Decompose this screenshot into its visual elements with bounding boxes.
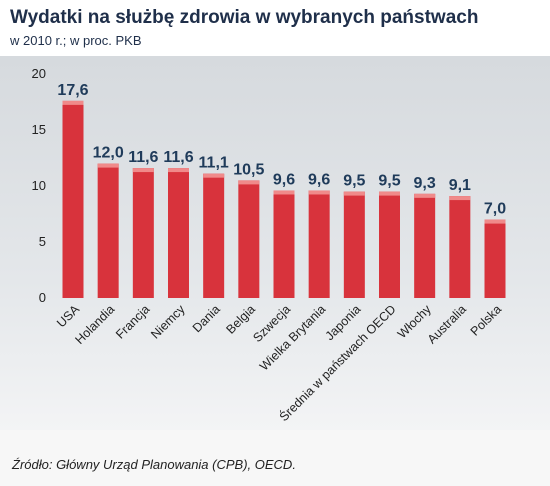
bar-value-label: 9,6 xyxy=(308,171,330,188)
bar xyxy=(203,173,225,298)
bar xyxy=(484,219,506,298)
bar xyxy=(414,193,436,298)
bar-value-label: 11,6 xyxy=(128,149,158,166)
bar-value-label: 11,6 xyxy=(163,149,193,166)
bar xyxy=(379,191,400,298)
bar-value-label: 9,5 xyxy=(378,173,400,190)
chart-subtitle: w 2010 r.; w proc. PKB xyxy=(10,33,142,48)
bar xyxy=(168,168,189,298)
bar-highlight xyxy=(449,196,471,201)
y-tick-label: 15 xyxy=(32,122,46,137)
bar-highlight xyxy=(414,193,436,198)
bar-value-label: 9,1 xyxy=(449,177,471,194)
bar-highlight xyxy=(203,173,225,178)
bar xyxy=(97,163,119,298)
bar-highlight xyxy=(379,191,400,196)
bars xyxy=(62,100,506,298)
chart-footer: Źródło: Główny Urząd Planowania (CPB), O… xyxy=(0,430,550,486)
bar-value-label: 9,5 xyxy=(343,173,365,190)
bar-highlight xyxy=(97,163,119,168)
bar-value-label: 17,6 xyxy=(57,82,88,99)
bar-highlight xyxy=(168,168,189,173)
bar xyxy=(449,196,471,298)
bar-highlight xyxy=(273,190,295,195)
chart-title: Wydatki na służbę zdrowia w wybranych pa… xyxy=(10,7,479,28)
bar-highlight xyxy=(484,219,506,224)
y-tick-label: 20 xyxy=(32,66,46,81)
y-tick-label: 10 xyxy=(32,178,46,193)
bar-value-label: 11,1 xyxy=(199,155,229,172)
source-note: Źródło: Główny Urząd Planowania (CPB), O… xyxy=(12,457,296,472)
bar-highlight xyxy=(343,191,365,196)
chart-header: Wydatki na służbę zdrowia w wybranych pa… xyxy=(0,0,550,56)
bar xyxy=(132,168,154,298)
bar-value-label: 7,0 xyxy=(484,201,506,218)
bar-highlight xyxy=(62,100,84,105)
y-tick-label: 5 xyxy=(39,234,46,249)
bar xyxy=(238,180,260,298)
y-axis: 0 5 10 15 20 xyxy=(32,66,46,305)
bar xyxy=(308,190,330,298)
bar-value-label: 10,5 xyxy=(233,161,264,178)
bar-highlight xyxy=(132,168,154,173)
bar-value-label: 12,0 xyxy=(93,145,124,162)
value-labels: 17,612,0 11,6 11,6 11,1 10,59,6 9,6 9,5 9,5 9,3 9… xyxy=(57,82,506,218)
bar xyxy=(273,190,295,298)
bar xyxy=(343,191,365,298)
bar-value-label: 9,6 xyxy=(273,171,295,188)
y-tick-label: 0 xyxy=(39,290,46,305)
bar-value-label: 9,3 xyxy=(414,175,436,192)
bar-highlight xyxy=(308,190,330,195)
bar xyxy=(62,100,84,298)
bar-highlight xyxy=(238,180,260,185)
